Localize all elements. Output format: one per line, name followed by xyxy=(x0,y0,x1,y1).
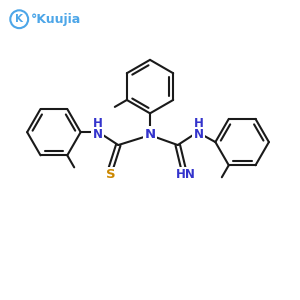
Text: N: N xyxy=(144,128,156,141)
Text: °Kuujia: °Kuujia xyxy=(31,13,81,26)
Text: HN: HN xyxy=(176,168,196,181)
Text: H
N: H N xyxy=(92,117,103,141)
Text: K: K xyxy=(15,14,23,24)
Text: S: S xyxy=(106,168,115,181)
Text: H
N: H N xyxy=(194,117,203,141)
